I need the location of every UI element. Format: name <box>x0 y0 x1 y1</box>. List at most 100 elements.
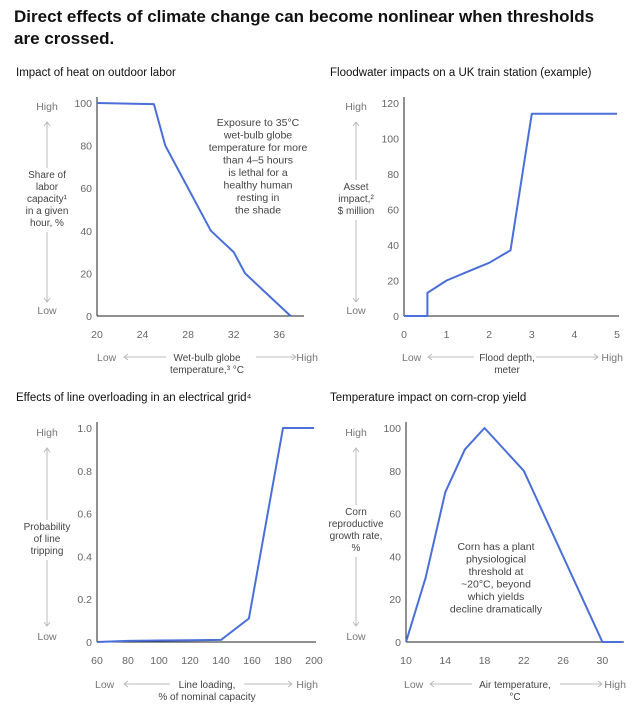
x-axis-label-line: % of nominal capacity <box>158 692 255 703</box>
x-left-arrowhead <box>123 680 129 688</box>
x-high-label: High <box>296 352 318 364</box>
series-line <box>96 427 314 643</box>
chart-title: Effects of line overloading in an electr… <box>16 392 252 404</box>
x-tick-label: 100 <box>150 655 168 667</box>
y-high-label: High <box>36 427 58 439</box>
y-tick-label: 100 <box>383 423 401 435</box>
x-tick-label: 60 <box>91 655 103 667</box>
y-tick-label: 60 <box>389 509 401 521</box>
annotation-line: temperature for more <box>209 142 308 154</box>
x-right-arrowhead <box>287 680 293 688</box>
annotation-line: Corn has a plant <box>457 541 534 553</box>
y-axis-label-line: $ million <box>338 206 375 217</box>
x-axis-label-line: Air temperature, <box>479 680 551 691</box>
y-tick-label: 60 <box>80 183 92 195</box>
x-high-label: High <box>296 679 318 691</box>
series-line <box>405 427 622 643</box>
x-axis-label-line: Flood depth, <box>479 353 535 364</box>
annotation-line: than 4–5 hours <box>223 155 293 167</box>
y-tick-label: 0.2 <box>77 594 92 606</box>
y-down-arrowhead <box>43 297 51 303</box>
chart-title: Temperature impact on corn-crop yield <box>330 392 526 404</box>
x-right-arrowhead <box>593 353 599 361</box>
x-high-label: High <box>604 679 626 691</box>
y-axis-label-line: in a given <box>26 206 69 217</box>
y-tick-label: 20 <box>387 276 399 288</box>
y-low-label: Low <box>346 631 366 643</box>
x-left-arrowhead <box>429 680 435 688</box>
x-tick-label: 3 <box>529 329 535 341</box>
y-down-arrowhead <box>352 621 360 627</box>
y-axis-label-line: tripping <box>31 546 64 557</box>
x-tick-label: 22 <box>518 655 530 667</box>
y-tick-label: 100 <box>381 134 399 146</box>
page-title-line1: Direct effects of climate change can bec… <box>14 7 595 26</box>
y-axis-label-line: % <box>352 543 361 554</box>
y-tick-label: 60 <box>387 205 399 217</box>
annotation-line: decline dramatically <box>450 604 543 616</box>
x-tick-label: 80 <box>122 655 134 667</box>
y-tick-label: 0.8 <box>77 466 92 478</box>
x-tick-label: 28 <box>182 329 194 341</box>
x-tick-label: 20 <box>91 329 103 341</box>
chart-title: Floodwater impacts on a UK train station… <box>330 67 592 79</box>
y-tick-label: 40 <box>389 551 401 563</box>
y-axis-label-line: labor <box>36 182 59 193</box>
y-axis-label-line: of line <box>34 534 61 545</box>
x-tick-label: 32 <box>228 329 240 341</box>
x-tick-label: 36 <box>273 329 285 341</box>
y-axis-label-line: reproductive <box>328 519 383 530</box>
x-tick-label: 2 <box>486 329 492 341</box>
series-line <box>96 102 292 317</box>
x-tick-label: 26 <box>557 655 569 667</box>
y-axis-label-line: impact,² <box>338 194 374 205</box>
annotation-line: is lethal for a <box>228 167 288 179</box>
page-title: Direct effects of climate change can bec… <box>14 6 614 50</box>
x-axis-label-line: Wet-bulb globe <box>173 353 241 364</box>
annotation-line: which yields <box>467 591 525 603</box>
x-tick-label: 30 <box>597 655 609 667</box>
x-tick-label: 1 <box>444 329 450 341</box>
y-axis-label-line: growth rate, <box>330 531 383 542</box>
y-tick-label: 0.6 <box>77 509 92 521</box>
annotation-line: resting in <box>237 192 280 204</box>
x-tick-label: 120 <box>181 655 199 667</box>
x-left-arrowhead <box>123 353 129 361</box>
y-low-label: Low <box>37 305 57 317</box>
annotation-line: Exposure to 35°C <box>217 117 300 129</box>
y-tick-label: 80 <box>80 141 92 153</box>
y-tick-label: 120 <box>381 98 399 110</box>
y-tick-label: 0 <box>395 637 401 649</box>
x-axis-label-line: °C <box>509 692 520 703</box>
x-right-arrowhead <box>597 680 603 688</box>
x-tick-label: 24 <box>137 329 149 341</box>
y-tick-label: 0 <box>393 311 399 323</box>
chart-panel-2: Floodwater impacts on a UK train station… <box>330 67 623 376</box>
chart-panel-1: Impact of heat on outdoor labor 0 20 40 60 80… <box>16 67 318 376</box>
y-axis-label-line: capacity¹ <box>27 194 68 205</box>
x-tick-label: 180 <box>274 655 292 667</box>
x-axis-label-line: Line loading, <box>179 680 236 691</box>
annotation-line: ~20°C, beyond <box>461 579 531 591</box>
y-axis-label-line: Corn <box>345 507 367 518</box>
x-low-label: Low <box>97 352 117 364</box>
y-up-arrowhead <box>43 447 51 453</box>
x-tick-label: 200 <box>305 655 323 667</box>
y-axis-label-line: Share of <box>28 170 66 181</box>
chart-panel-4: Temperature impact on corn-crop yield 0 20… <box>328 392 626 703</box>
annotation-line: healthy human <box>224 180 293 192</box>
y-up-arrowhead <box>352 447 360 453</box>
y-high-label: High <box>345 427 367 439</box>
y-low-label: Low <box>37 631 57 643</box>
y-down-arrowhead <box>352 297 360 303</box>
x-tick-label: 18 <box>479 655 491 667</box>
y-axis-label-line: Probability <box>24 522 71 533</box>
chart-panel-3: Effects of line overloading in an electr… <box>16 392 323 703</box>
x-tick-label: 0 <box>401 329 407 341</box>
y-tick-label: 0.4 <box>77 551 92 563</box>
x-low-label: Low <box>95 679 115 691</box>
y-tick-label: 80 <box>389 466 401 478</box>
y-high-label: High <box>36 101 58 113</box>
annotation-line: physiological <box>466 554 526 566</box>
